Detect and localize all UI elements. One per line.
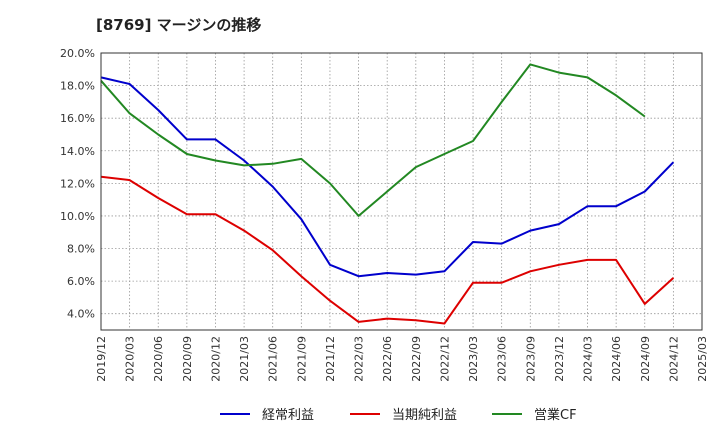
x-tick-label: 2023/06: [496, 336, 509, 382]
x-tick-label: 2023/03: [467, 336, 480, 382]
legend: 経常利益 当期純利益 営業CF: [220, 407, 577, 423]
series-line-3: [100, 63, 646, 217]
x-tick-label: 2024/09: [639, 336, 652, 382]
legend-label: 経常利益: [262, 408, 314, 423]
x-tick-label: 2022/06: [381, 336, 394, 382]
x-tick-label: 2023/09: [524, 336, 537, 382]
series-layer: [100, 63, 675, 325]
x-tick-label: 2022/09: [410, 336, 423, 382]
x-tick-label: 2019/12: [95, 336, 108, 382]
y-tick-label: 8.0%: [67, 243, 95, 256]
x-tick-label: 2020/03: [124, 336, 137, 382]
x-tick-label: 2024/12: [667, 336, 680, 382]
x-tick-label: 2024/03: [582, 336, 595, 382]
y-tick-label: 6.0%: [67, 275, 95, 288]
y-tick-label: 18.0%: [60, 80, 95, 93]
y-tick-label: 4.0%: [67, 308, 95, 321]
x-tick-label: 2021/09: [295, 336, 308, 382]
legend-label: 当期純利益: [392, 408, 457, 423]
y-tick-label: 10.0%: [60, 210, 95, 223]
x-tick-label: 2020/09: [181, 336, 194, 382]
x-tick-label: 2024/06: [610, 336, 623, 382]
y-tick-label: 20.0%: [60, 47, 95, 60]
series-line-1: [100, 76, 675, 278]
y-tick-label: 16.0%: [60, 112, 95, 125]
y-tick-label: 14.0%: [60, 145, 95, 158]
grid-layer: [101, 52, 702, 330]
plot-frame: [100, 52, 703, 331]
x-tick-label: 2020/06: [152, 336, 165, 382]
x-tick-label: 2021/06: [267, 336, 280, 382]
x-tick-label: 2021/03: [238, 336, 251, 382]
y-tick-label: 12.0%: [60, 177, 95, 190]
legend-label: 営業CF: [534, 407, 577, 423]
x-tick-label: 2021/12: [324, 336, 337, 382]
x-tick-label: 2025/03: [696, 336, 709, 382]
x-tick-label: 2020/12: [209, 336, 222, 382]
y-axis-tick-labels: 4.0% 6.0% 8.0% 10.0% 12.0% 14.0% 16.0% 18.0% 20.…: [60, 47, 95, 321]
x-tick-label: 2022/03: [353, 336, 366, 382]
x-tick-label: 2022/12: [438, 336, 451, 382]
series-line-2: [100, 175, 675, 325]
chart-title: [8769] マージンの推移: [96, 16, 262, 34]
x-axis-tick-labels: 2019/12 2020/03 2020/06 2020/09 2020/12 2021/…: [95, 336, 709, 382]
x-tick-label: 2023/12: [553, 336, 566, 382]
